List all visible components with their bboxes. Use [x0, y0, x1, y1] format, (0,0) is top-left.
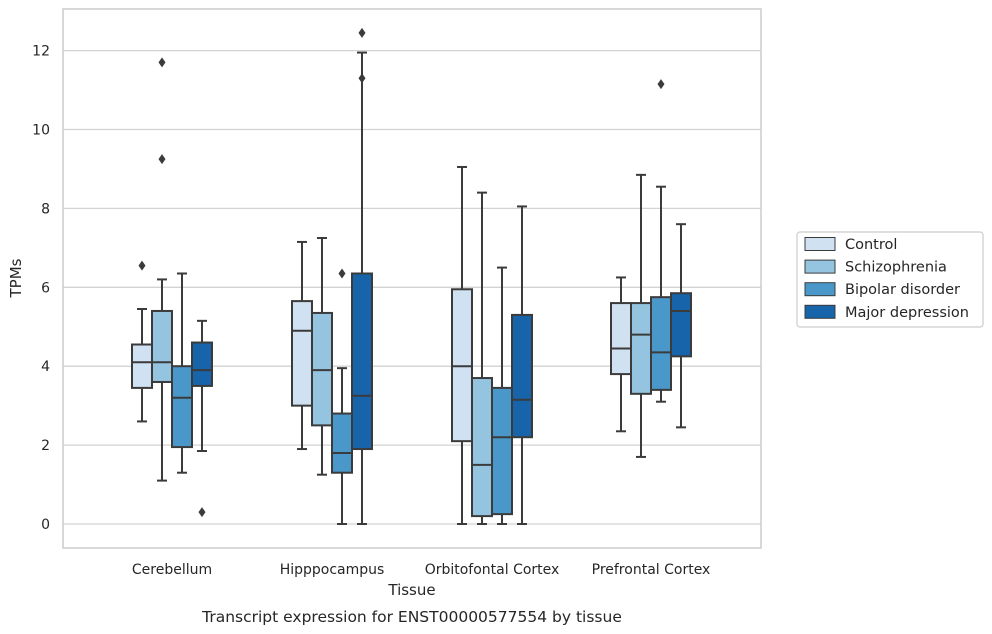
legend-swatch — [804, 259, 836, 274]
outlier-point — [358, 27, 366, 38]
box-group — [131, 260, 153, 423]
y-tick-label: 0 — [41, 517, 50, 533]
x-tick-labels: Cerebellum Hipppocampus Orbitofontal Corte… — [132, 562, 710, 578]
legend-label: Bipolar disorder — [845, 282, 960, 298]
y-tick-label: 4 — [41, 359, 50, 375]
box — [351, 272, 373, 451]
box — [650, 296, 672, 391]
y-axis-label: TPMs — [7, 258, 25, 298]
chart-caption: Transcript expression for ENST0000057755… — [201, 608, 622, 626]
outlier-point — [138, 260, 146, 271]
x-axis-label: Tissue — [387, 581, 435, 599]
x-tick-label: Orbitofontal Cortex — [425, 562, 560, 578]
boxes — [131, 27, 692, 525]
legend-frame — [796, 231, 984, 328]
legend-label: Major depression — [845, 305, 969, 321]
box — [291, 300, 313, 407]
box — [630, 302, 652, 395]
outlier-point — [158, 154, 166, 165]
y-tick-label: 2 — [41, 438, 50, 454]
legend-label: Control — [845, 237, 897, 253]
y-tick-label: 6 — [41, 280, 50, 296]
outlier-point — [198, 507, 206, 518]
box — [511, 313, 533, 439]
legend-swatch — [804, 282, 836, 297]
box-group — [451, 165, 473, 525]
outlier-point — [158, 57, 166, 68]
legend-label: Schizophrenia — [845, 260, 947, 276]
y-tick-labels: 0 2 4 6 8 10 12 — [32, 44, 50, 533]
box — [131, 343, 153, 389]
y-tick-label: 12 — [32, 44, 50, 60]
x-tick-label: Prefrontal Cortex — [592, 562, 711, 578]
box-group — [511, 205, 533, 525]
x-tick-label: Hipppocampus — [280, 562, 385, 578]
box — [191, 341, 213, 387]
box — [331, 412, 353, 474]
box-group — [151, 57, 173, 482]
box — [610, 302, 632, 376]
outlier-point — [657, 79, 665, 90]
box-group — [610, 276, 632, 433]
legend: Control Schizophrenia Bipolar disorder Majo… — [796, 231, 984, 328]
legend-swatch — [804, 304, 836, 319]
y-tick-label: 10 — [32, 123, 50, 139]
plot-frame — [62, 8, 762, 549]
box — [171, 365, 193, 449]
box-group — [191, 319, 213, 518]
box — [471, 377, 493, 518]
box-group — [171, 272, 193, 474]
outlier-point — [338, 268, 346, 279]
box-group — [291, 240, 313, 451]
box — [670, 292, 692, 358]
outlier-point — [358, 73, 366, 84]
y-tick-label: 8 — [41, 201, 50, 217]
x-tick-label: Cerebellum — [132, 562, 212, 578]
box — [491, 386, 513, 516]
box-group — [491, 266, 513, 525]
box-group — [311, 236, 333, 476]
legend-swatch — [804, 237, 836, 251]
box-group — [331, 268, 353, 525]
box-group — [351, 27, 373, 525]
box — [151, 309, 173, 383]
box-group — [670, 223, 692, 429]
